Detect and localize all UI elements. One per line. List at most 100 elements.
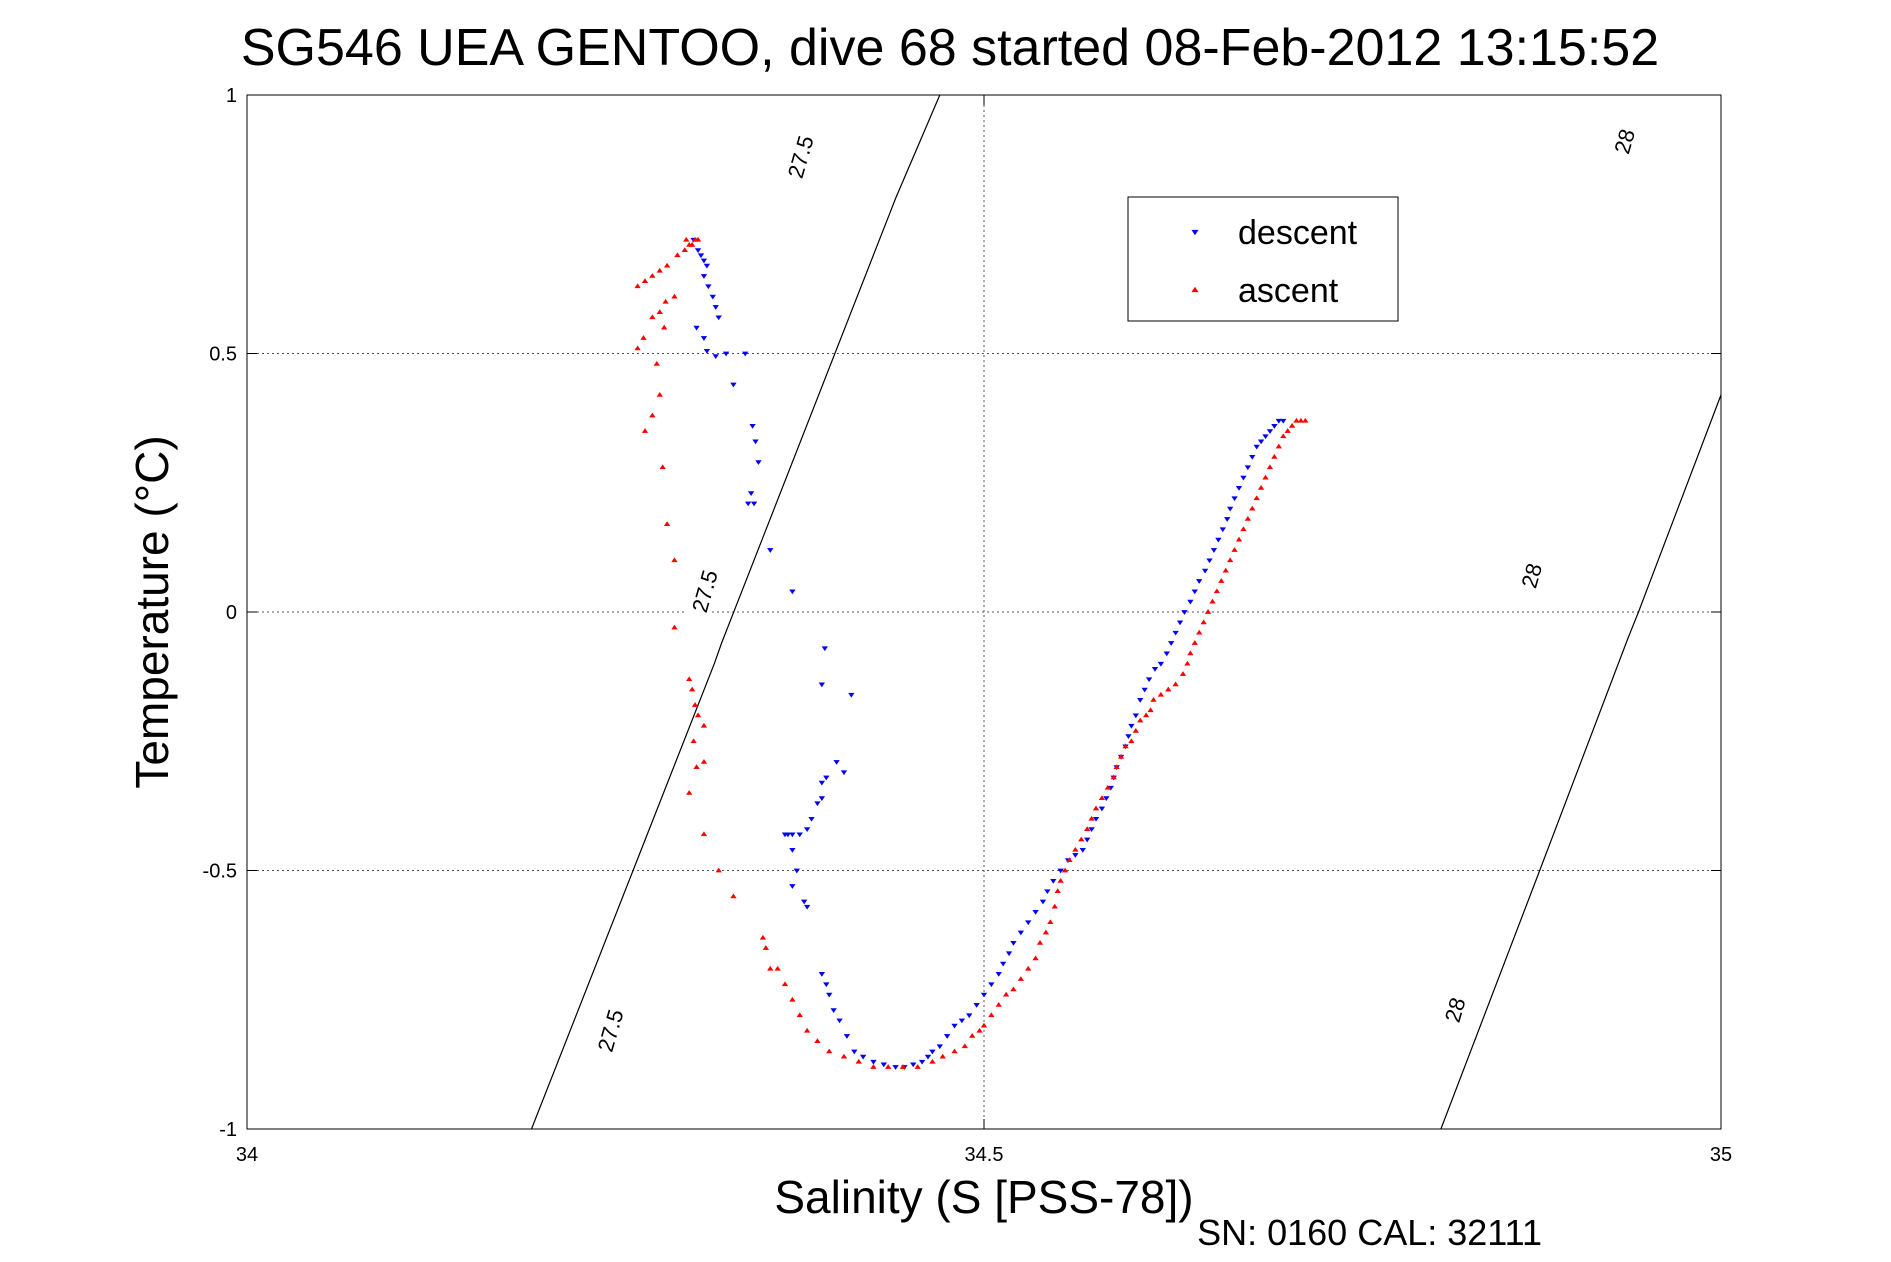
descent-point	[1187, 599, 1194, 605]
descent-point	[1125, 734, 1132, 739]
descent-point	[823, 775, 830, 781]
descent-point	[1005, 951, 1013, 957]
descent-point	[752, 439, 759, 445]
ascent-point	[1213, 588, 1221, 594]
ascent-point	[683, 236, 690, 242]
ascent-point	[1066, 857, 1073, 863]
ascent-point	[1262, 474, 1269, 480]
descent-point	[818, 780, 826, 786]
descent-point	[1235, 486, 1243, 491]
y-axis-label: Temperature (°C)	[126, 435, 178, 788]
ascent-point	[1017, 976, 1025, 981]
ascent-point	[700, 831, 708, 837]
ascent-point	[929, 1058, 936, 1064]
ascent-point	[1204, 609, 1212, 614]
ascent-point	[961, 1043, 968, 1049]
ascent-point	[1257, 485, 1265, 490]
descent-point	[712, 305, 719, 310]
ascent-point	[1110, 774, 1117, 780]
descent-point	[1226, 506, 1234, 512]
descent-point	[1196, 579, 1203, 584]
descent-point	[1157, 661, 1165, 667]
ascent-point	[1147, 707, 1154, 713]
ascent-point	[1036, 939, 1044, 945]
ascent-point	[1184, 660, 1191, 666]
ascent-point	[688, 686, 696, 692]
ascent-point	[1122, 743, 1129, 749]
descent-point	[801, 899, 808, 905]
ascent-point	[1032, 955, 1039, 961]
descent-point	[781, 832, 789, 838]
descent-point	[700, 258, 708, 264]
descent-point	[936, 1044, 943, 1050]
descent-point	[767, 548, 774, 553]
ascent-point	[663, 262, 671, 268]
legend-marker-descent	[1191, 229, 1199, 236]
ascent-point	[1187, 650, 1194, 656]
ascent-point	[914, 1064, 921, 1069]
legend: descent ascent	[1127, 196, 1399, 322]
descent-point	[796, 832, 803, 838]
ascent-point	[1244, 516, 1252, 521]
ascent-point	[789, 996, 796, 1002]
ascent-point	[1231, 547, 1238, 552]
descent-point	[943, 1034, 951, 1039]
descent-point	[973, 1003, 980, 1008]
descent-point	[1253, 444, 1260, 450]
ascent-point	[774, 965, 781, 971]
descent-point	[1224, 517, 1231, 522]
ascent-point	[1137, 717, 1144, 723]
descent-point	[880, 1062, 887, 1068]
descent-point	[818, 972, 826, 977]
ascent-point	[1196, 629, 1203, 635]
descent-point	[1132, 713, 1139, 719]
ascent-point	[641, 428, 649, 433]
ascent-point	[1266, 464, 1274, 470]
ascent-point	[686, 790, 693, 795]
descent-point	[1145, 677, 1153, 683]
descent-point	[910, 1062, 917, 1068]
descent-point	[700, 274, 708, 279]
descent-point	[1039, 899, 1047, 905]
ascent-point	[660, 324, 668, 330]
descent-point	[1025, 920, 1032, 926]
isopycnal-27.5	[530, 95, 941, 1129]
descent-point	[1262, 434, 1269, 440]
ascent-point	[1209, 598, 1216, 604]
descent-point	[814, 801, 821, 807]
ascent-point	[674, 252, 681, 258]
ascent-point	[1253, 495, 1260, 501]
ascent-point	[691, 702, 699, 707]
descent-point	[700, 336, 708, 341]
descent-point	[750, 501, 758, 507]
descent-point	[1098, 806, 1106, 812]
contour-label-bg	[591, 998, 631, 1063]
ascent-point	[1157, 691, 1165, 697]
descent-point	[1151, 667, 1159, 672]
descent-point	[1219, 527, 1226, 533]
contour-label-bg	[1512, 543, 1553, 608]
ascent-point	[693, 764, 700, 769]
y-tick-label: 0	[226, 602, 237, 624]
descent-point	[703, 349, 711, 354]
ascent-point	[840, 1053, 848, 1059]
ascent-point	[700, 722, 708, 728]
ascent-point	[767, 965, 774, 971]
ascent-point	[1172, 681, 1179, 687]
ascent-point	[694, 236, 702, 242]
descent-point	[830, 1008, 837, 1013]
isopycnal-28	[1440, 393, 1721, 1129]
x-tick-label: 34.5	[965, 1144, 1004, 1166]
ascent-point	[634, 283, 641, 289]
descent-point	[1257, 439, 1265, 445]
ascent-point	[730, 893, 737, 899]
descent-point	[848, 692, 855, 698]
descent-point	[1275, 418, 1282, 424]
descent-point	[958, 1018, 966, 1024]
chart-title: SG546 UEA GENTOO, dive 68 started 08-Feb…	[241, 19, 1659, 77]
axis-ticks: 34 34.5 35 1 0.5 0 -0.5 -1	[203, 85, 1733, 1166]
descent-point	[803, 827, 811, 833]
ascent-point	[885, 1064, 892, 1069]
descent-point	[840, 770, 848, 776]
